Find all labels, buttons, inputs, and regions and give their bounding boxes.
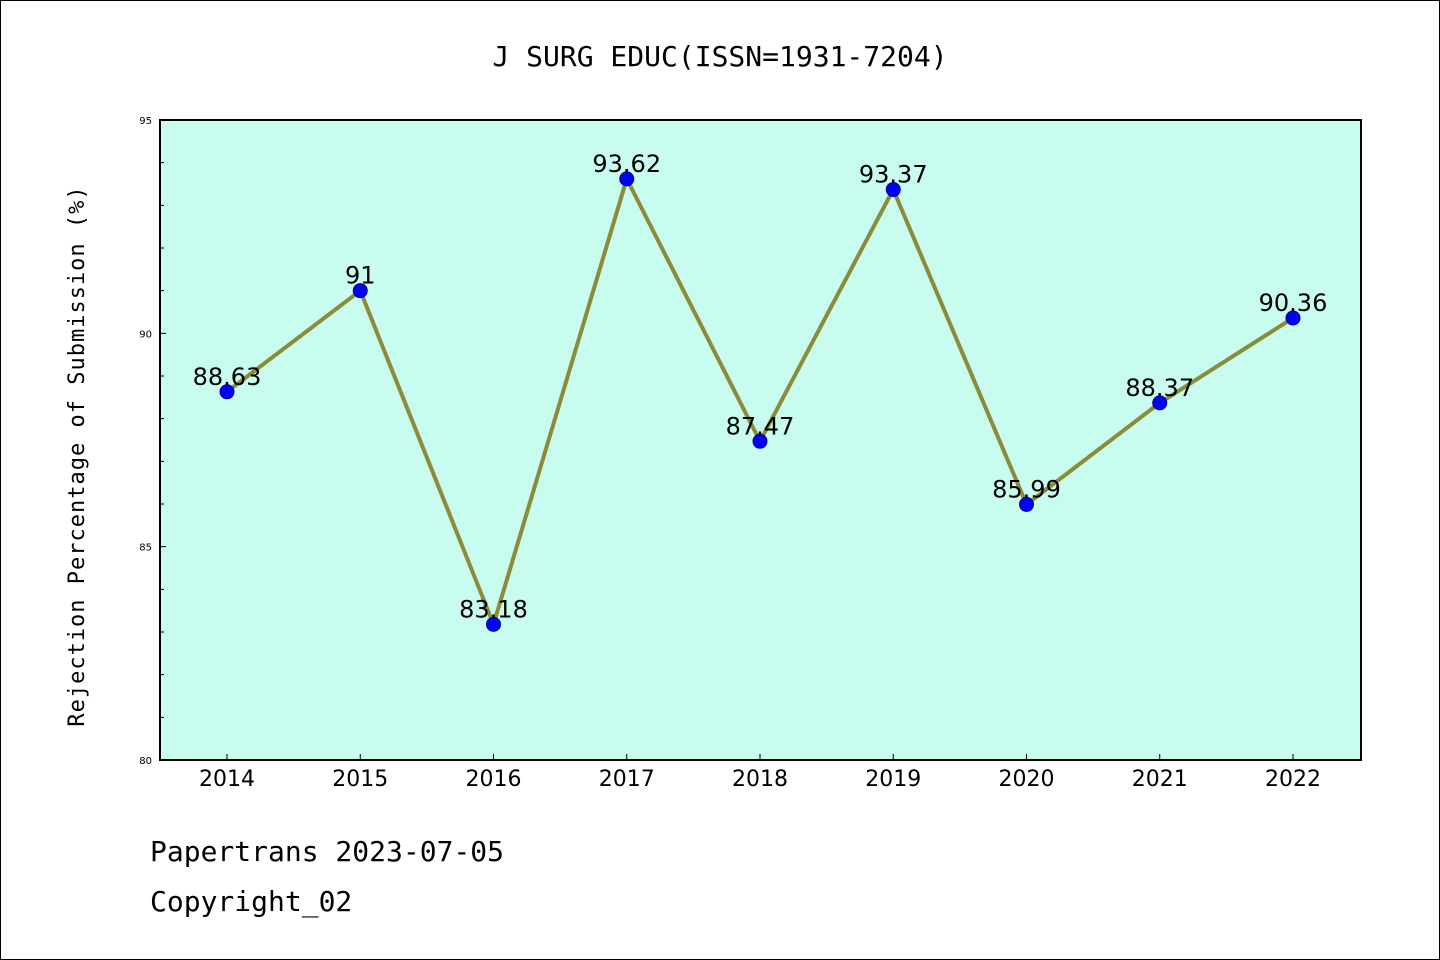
y-tick-label: 85: [139, 543, 152, 554]
x-tick-label: 2022: [1265, 767, 1321, 792]
data-point: [752, 433, 768, 449]
data-point: [1285, 310, 1301, 326]
y-axis-label: Rejection Percentage of Submission (%): [65, 185, 90, 726]
data-label: 87.47: [726, 412, 795, 440]
y-tick-label: 90: [139, 329, 152, 340]
data-point: [1152, 395, 1168, 411]
data-label: 88.63: [193, 363, 262, 391]
x-axis: 2014 2015 2016 2017 2018 2019 2020 2021 2022: [199, 754, 1321, 792]
x-tick-label: 2020: [999, 767, 1055, 792]
data-label: 90.36: [1259, 289, 1328, 317]
data-point: [619, 171, 635, 187]
footer-copyright: Copyright_02: [150, 885, 353, 918]
data-point: [352, 283, 368, 299]
x-tick-label: 2021: [1132, 767, 1188, 792]
data-point: [219, 384, 235, 400]
x-tick-label: 2017: [599, 767, 655, 792]
x-tick-label: 2018: [732, 767, 788, 792]
y-tick-label: 95: [139, 116, 152, 127]
y-tick-label: 80: [139, 756, 152, 767]
chart-title: J SURG EDUC(ISSN=1931-7204): [492, 40, 947, 73]
x-tick-label: 2019: [865, 767, 921, 792]
x-tick-label: 2014: [199, 767, 255, 792]
data-label: 93.37: [859, 161, 928, 189]
data-point: [885, 182, 901, 198]
data-label: 93.62: [592, 150, 661, 178]
data-label: 91: [345, 262, 376, 290]
footer-date: Papertrans 2023-07-05: [150, 835, 505, 868]
data-point: [486, 616, 501, 632]
data-label: 83.18: [459, 595, 528, 623]
data-label: 85.99: [992, 475, 1061, 503]
x-tick-label: 2015: [332, 767, 388, 792]
series: 88.63 91 83.18 93.62 87.47 93.37 85.99 88.37 90.…: [193, 150, 1328, 632]
plot-border: [159, 119, 1362, 761]
x-tick-label: 2016: [466, 767, 522, 792]
data-label: 88.37: [1125, 374, 1194, 402]
data-point: [1019, 496, 1034, 512]
